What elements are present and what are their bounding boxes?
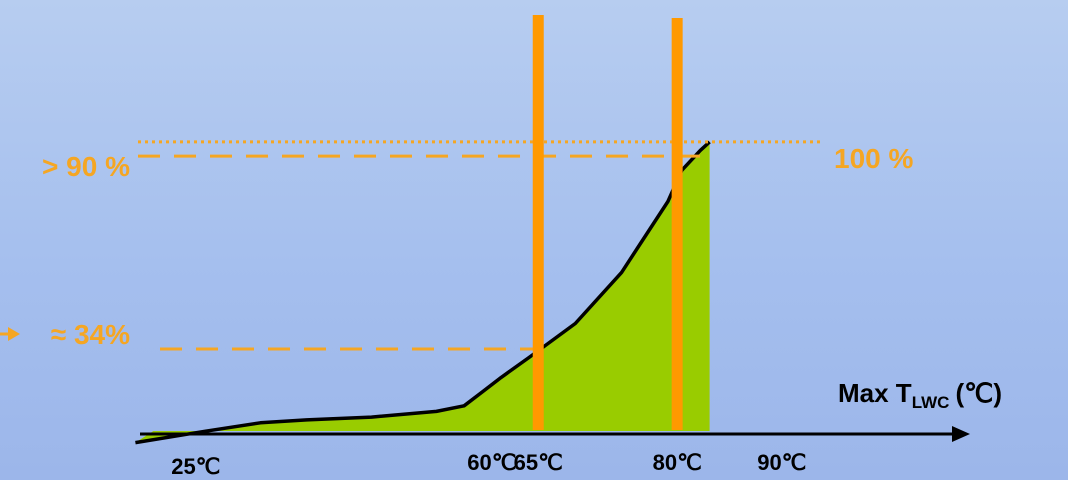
- ref-label-90: > 90 %: [42, 151, 130, 182]
- x-tick-label-80: 80℃: [653, 450, 702, 475]
- ref-label-100: 100 %: [834, 143, 913, 174]
- ref-arrowhead-34: [8, 327, 20, 341]
- x-axis-arrowhead: [952, 426, 970, 442]
- x-axis-title-unit: (℃): [955, 378, 1002, 408]
- x-axis-title-main: Max T: [838, 378, 912, 408]
- x-tick-label-25: 25℃: [171, 454, 220, 479]
- area-fill: [135, 141, 710, 443]
- x-tick-label-90: 90℃: [757, 450, 806, 475]
- ref-label-34: ≈ 34%: [51, 319, 130, 350]
- x-tick-label-60: 60℃: [467, 450, 516, 475]
- x-axis-title-subscript: LWC: [912, 393, 950, 412]
- x-axis-title: Max TLWC (℃): [838, 378, 1002, 412]
- x-tick-label-65: 65℃: [514, 450, 563, 475]
